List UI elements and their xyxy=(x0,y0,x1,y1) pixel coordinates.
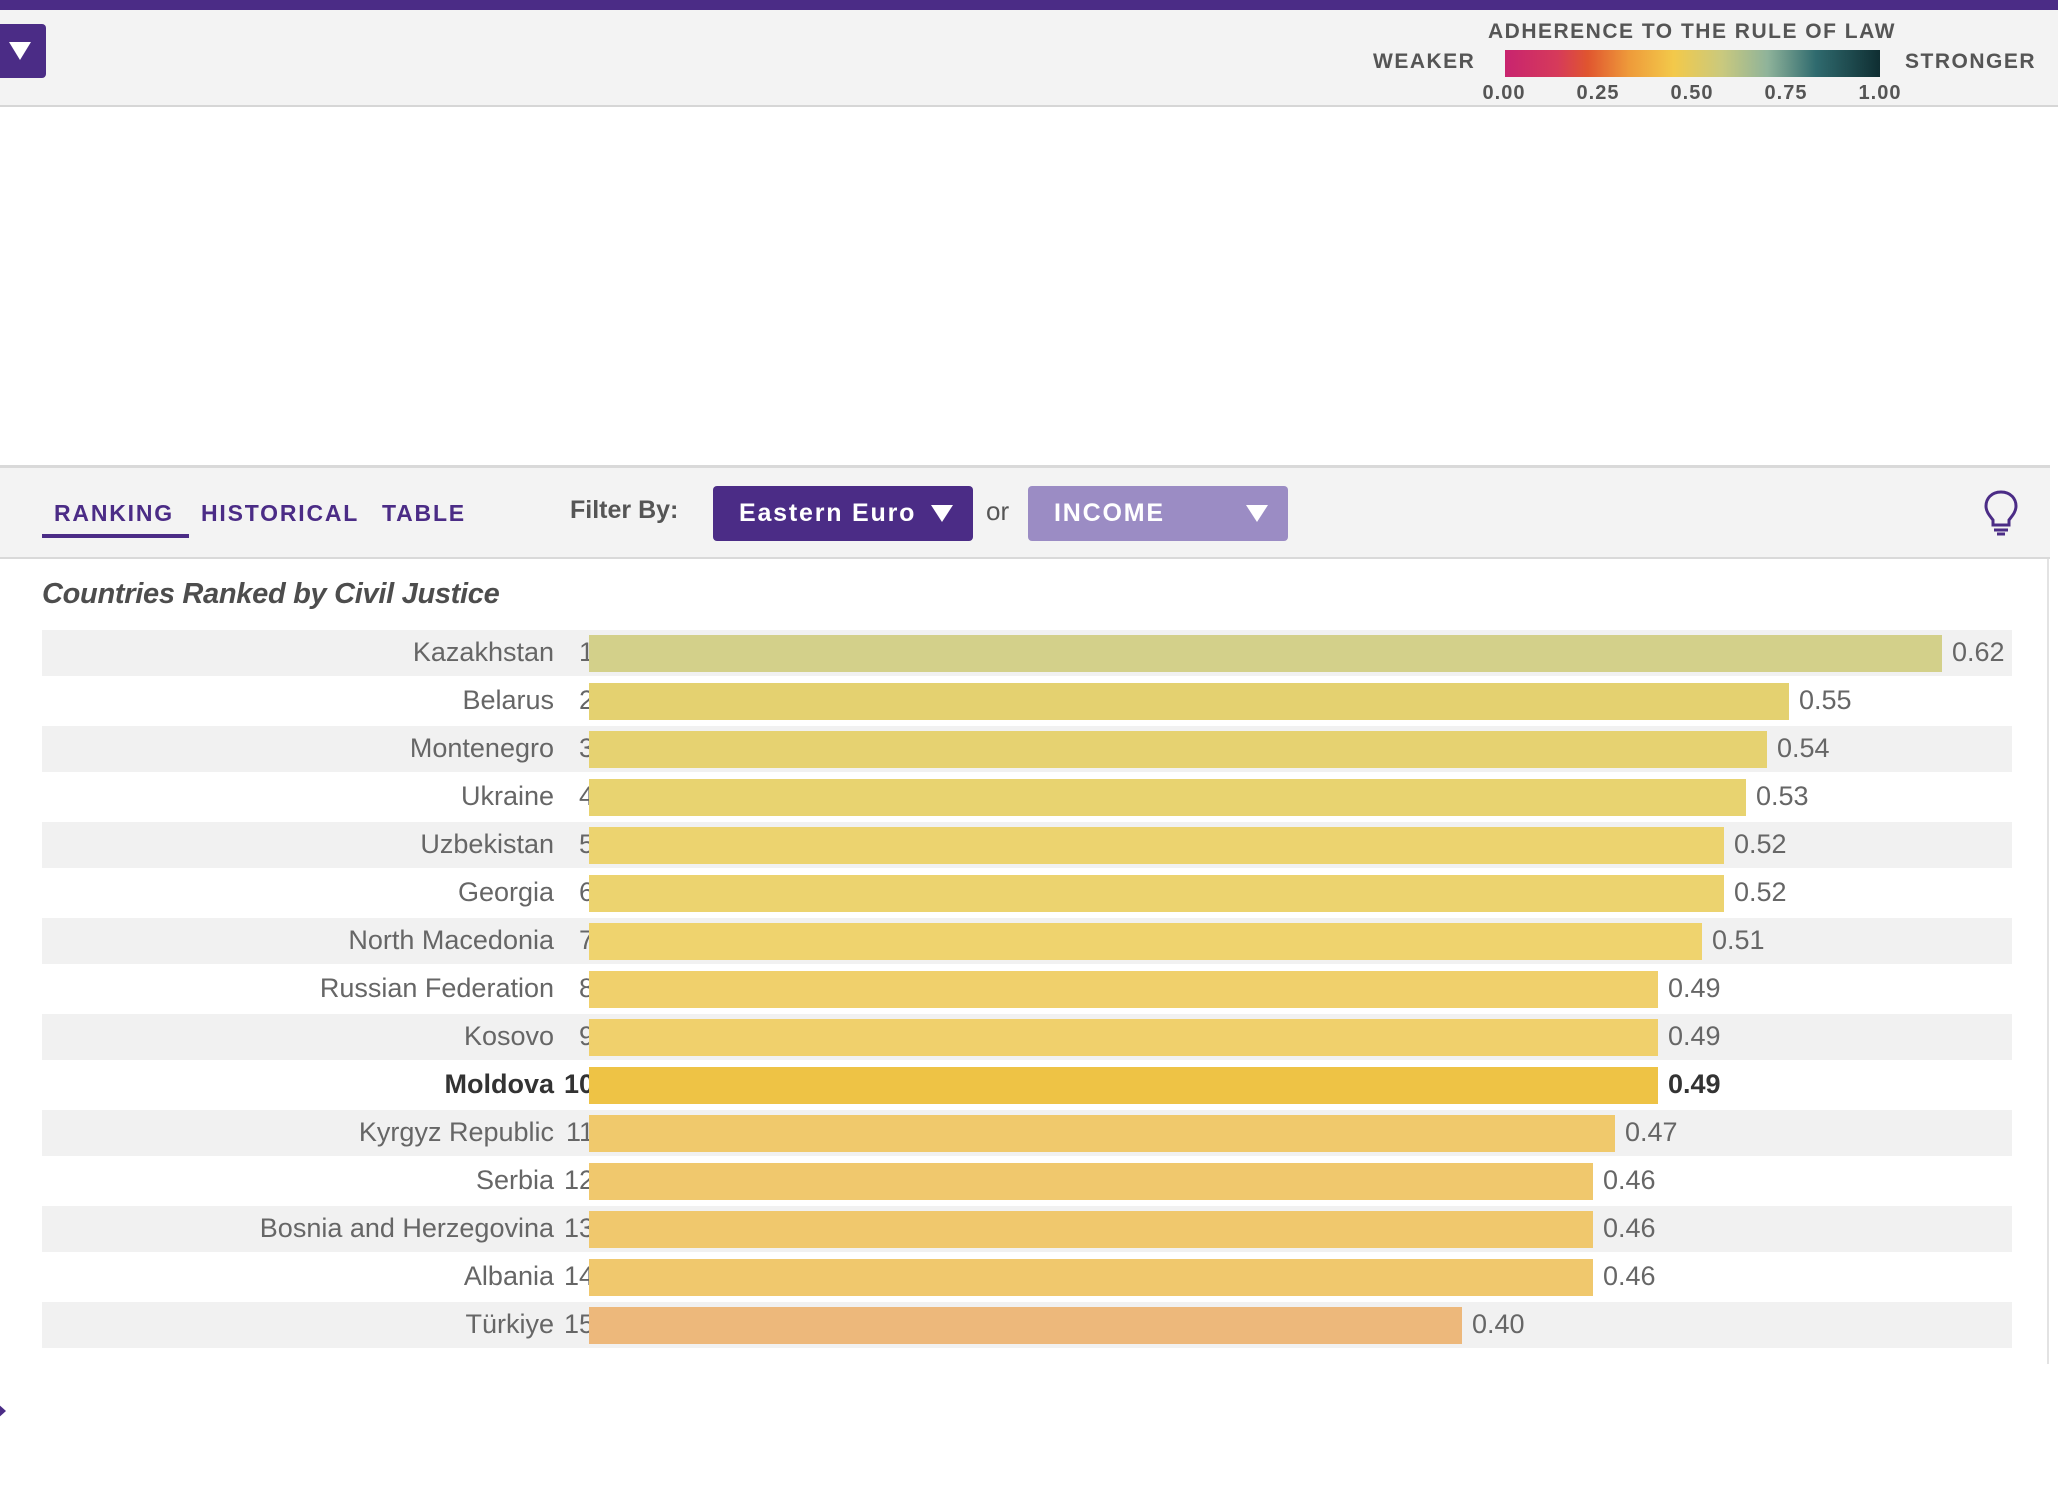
country-rank: 12 xyxy=(563,1165,594,1195)
legend-tick: 0.50 xyxy=(1670,82,1714,104)
legend-tick: 1.00 xyxy=(1858,82,1902,104)
score-bar[interactable] xyxy=(589,731,1767,768)
country-name: Ukraine xyxy=(460,781,554,811)
country-name: Serbia xyxy=(475,1165,554,1195)
score-label: 0.46 xyxy=(1603,1165,1656,1195)
ranking-row[interactable]: North Macedonia 7 0.51 xyxy=(42,918,2012,964)
score-bar[interactable] xyxy=(589,875,1724,912)
legend-tick: 0.25 xyxy=(1576,82,1620,104)
country-name: Uzbekistan xyxy=(420,829,554,859)
legend-color-scale xyxy=(1505,50,1880,77)
caret-down-icon xyxy=(1246,505,1268,522)
ranking-row[interactable]: Belarus 2 0.55 xyxy=(42,678,2012,724)
income-dropdown-value: INCOME xyxy=(1054,499,1165,527)
country-name: Bosnia and Herzegovina xyxy=(259,1213,554,1243)
country-rank: 15 xyxy=(563,1309,594,1339)
ranking-row[interactable]: Uzbekistan 5 0.52 xyxy=(42,822,2012,868)
ranking-row[interactable]: Ukraine 4 0.53 xyxy=(42,774,2012,820)
map-header: ADHERENCE TO THE RULE OF LAW WEAKER STRO… xyxy=(0,10,2058,107)
score-bar[interactable] xyxy=(589,827,1724,864)
caret-down-icon xyxy=(9,42,31,60)
score-label: 0.55 xyxy=(1799,685,1852,715)
country-name: Moldova xyxy=(444,1069,554,1099)
ranking-bar-chart: Kazakhstan 1 0.62 Belarus 2 0.55 Montenegro 3 0.… xyxy=(42,630,2012,1350)
score-label: 0.47 xyxy=(1625,1117,1678,1147)
country-name: Georgia xyxy=(457,877,554,907)
ranking-row[interactable]: Serbia 12 0.46 xyxy=(42,1158,2012,1204)
ranking-row[interactable]: Georgia 6 0.52 xyxy=(42,870,2012,916)
legend-weaker-label: WEAKER xyxy=(1373,50,1476,73)
ranking-row[interactable]: Russian Federation 8 0.49 xyxy=(42,966,2012,1012)
country-name: Kazakhstan xyxy=(412,637,554,667)
tab-ranking[interactable]: RANKING xyxy=(54,500,174,526)
lightbulb-icon[interactable] xyxy=(1983,490,2019,536)
menu-dropdown-button[interactable] xyxy=(0,24,46,78)
active-tab-underline xyxy=(42,534,189,538)
legend-stronger-label: STRONGER xyxy=(1905,50,2037,73)
score-label: 0.52 xyxy=(1734,877,1787,907)
income-dropdown[interactable]: INCOME xyxy=(1028,486,1288,541)
score-bar[interactable] xyxy=(589,1115,1615,1152)
panel-right-border xyxy=(2047,559,2049,1364)
country-name: Belarus xyxy=(462,685,554,715)
country-name: North Macedonia xyxy=(348,925,554,955)
panel-divider xyxy=(0,465,2050,468)
score-label: 0.54 xyxy=(1777,733,1830,763)
ranking-row[interactable]: Kazakhstan 1 0.62 xyxy=(42,630,2012,676)
or-label: or xyxy=(986,496,1010,526)
country-name: Türkiye xyxy=(465,1309,554,1339)
country-name: Montenegro xyxy=(409,733,554,763)
score-label: 0.53 xyxy=(1756,781,1809,811)
ranking-row[interactable]: Bosnia and Herzegovina 13 0.46 xyxy=(42,1206,2012,1252)
ranking-row[interactable]: Moldova 10 0.49 xyxy=(42,1062,2012,1108)
score-label: 0.49 xyxy=(1668,1069,1721,1099)
score-bar[interactable] xyxy=(589,683,1789,720)
score-bar[interactable] xyxy=(589,1307,1462,1344)
country-name: Russian Federation xyxy=(319,973,554,1003)
score-bar[interactable] xyxy=(589,1067,1658,1104)
score-label: 0.46 xyxy=(1603,1213,1656,1243)
caret-down-icon xyxy=(931,505,953,522)
ranking-row[interactable]: Türkiye 15 0.40 xyxy=(42,1302,2012,1348)
score-bar[interactable] xyxy=(589,923,1702,960)
score-bar[interactable] xyxy=(589,1211,1593,1248)
score-label: 0.40 xyxy=(1472,1309,1525,1339)
filter-by-label: Filter By: xyxy=(570,496,679,524)
score-label: 0.52 xyxy=(1734,829,1787,859)
score-bar[interactable] xyxy=(589,1163,1593,1200)
region-dropdown[interactable]: Eastern Euro xyxy=(713,486,973,541)
tab-table[interactable]: TABLE xyxy=(382,500,466,526)
score-bar[interactable] xyxy=(589,779,1746,816)
tab-historical[interactable]: HISTORICAL xyxy=(201,500,360,526)
chevron-right-icon[interactable] xyxy=(0,1402,8,1420)
region-dropdown-value: Eastern Euro xyxy=(739,499,917,527)
score-bar[interactable] xyxy=(589,1019,1658,1056)
top-accent-bar xyxy=(0,0,2058,10)
country-rank: 14 xyxy=(563,1261,594,1291)
country-name: Albania xyxy=(463,1261,554,1291)
legend-tick: 0.00 xyxy=(1482,82,1526,104)
score-label: 0.49 xyxy=(1668,1021,1721,1051)
ranking-row[interactable]: Kosovo 9 0.49 xyxy=(42,1014,2012,1060)
country-name: Kyrgyz Republic xyxy=(358,1117,554,1147)
ranking-row[interactable]: Albania 14 0.46 xyxy=(42,1254,2012,1300)
legend-title: ADHERENCE TO THE RULE OF LAW xyxy=(1488,20,1896,43)
country-rank: 13 xyxy=(563,1213,594,1243)
score-bar[interactable] xyxy=(589,1259,1593,1296)
ranking-panel-header: RANKING HISTORICAL TABLE Filter By: East… xyxy=(0,468,2050,559)
score-bar[interactable] xyxy=(589,635,1942,672)
ranking-row[interactable]: Kyrgyz Republic 11 0.47 xyxy=(42,1110,2012,1156)
legend-tick: 0.75 xyxy=(1764,82,1808,104)
country-rank: 10 xyxy=(563,1069,594,1099)
ranking-row[interactable]: Montenegro 3 0.54 xyxy=(42,726,2012,772)
country-name: Kosovo xyxy=(463,1021,554,1051)
score-label: 0.49 xyxy=(1668,973,1721,1003)
score-label: 0.51 xyxy=(1712,925,1765,955)
score-bar[interactable] xyxy=(589,971,1658,1008)
chart-title: Countries Ranked by Civil Justice xyxy=(42,578,500,610)
score-label: 0.46 xyxy=(1603,1261,1656,1291)
score-label: 0.62 xyxy=(1952,637,2005,667)
